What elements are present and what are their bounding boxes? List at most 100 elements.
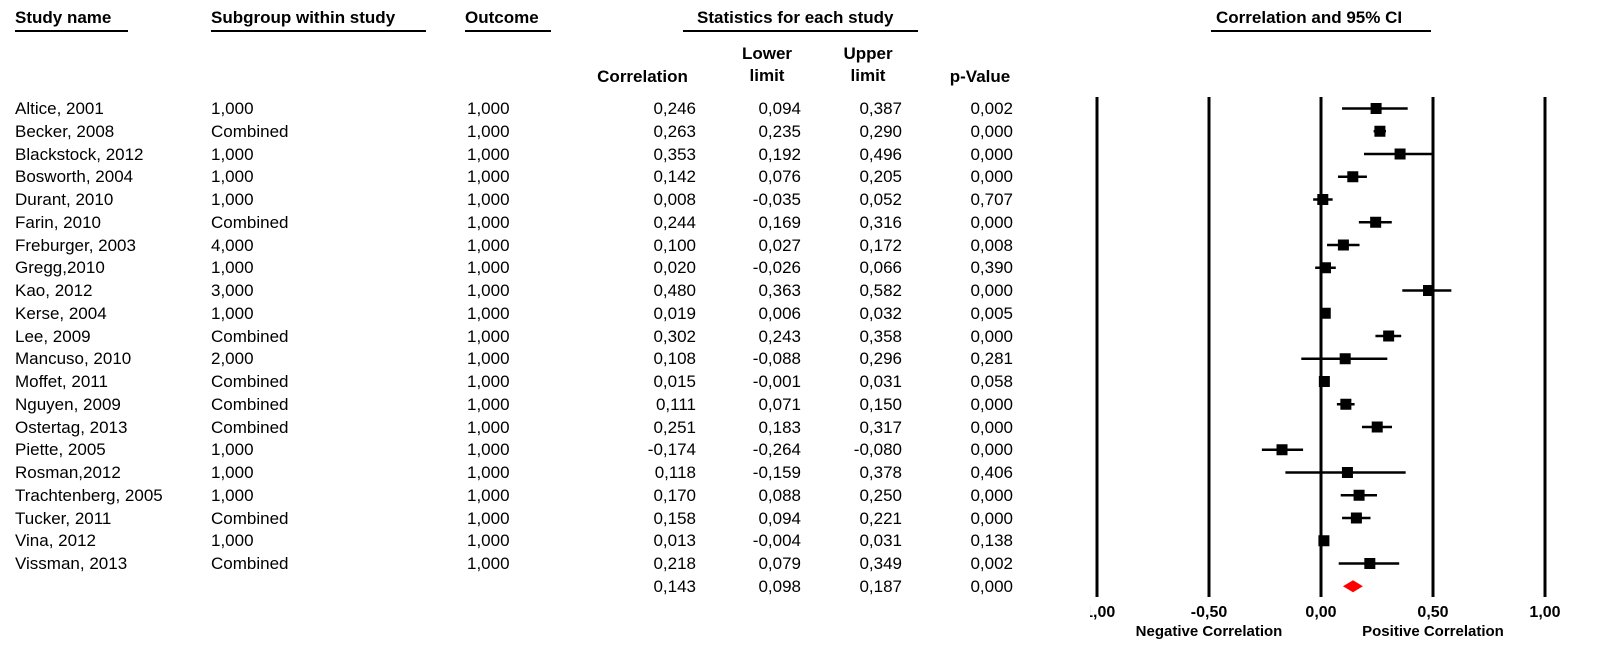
upper-limit-header-line2: limit [850, 66, 886, 85]
upper-limit-cell: 0,031 [859, 531, 902, 551]
outcome-cell: 1,000 [467, 326, 510, 346]
forest-plot: -1,00 -0,50 0,00 0,50 1,00 Negative Correlati… [1090, 97, 1561, 640]
upper-limit-cell: 0,358 [859, 326, 902, 346]
x-tick-label: 0,00 [1305, 604, 1336, 621]
correlation-cell: 0,353 [653, 144, 696, 164]
lower-limit-cell: 0,235 [758, 121, 801, 141]
study-name-cell: Vina, 2012 [15, 531, 96, 551]
p-value-cell: 0,000 [970, 167, 1013, 187]
point-marker [1423, 285, 1435, 296]
lower-limit-cell: -0,088 [752, 349, 801, 369]
upper-limit-cell: 0,378 [859, 463, 902, 482]
x-tick-label: -0,50 [1191, 604, 1228, 621]
study-name-cell: Piette, 2005 [15, 440, 106, 460]
correlation-cell: 0,142 [653, 167, 696, 187]
outcome-cell: 1,000 [467, 121, 510, 141]
p-value-cell: 0,000 [970, 212, 1013, 232]
correlation-cell: 0,118 [654, 463, 696, 482]
outcome-cell: 1,000 [467, 281, 510, 300]
lower-limit-header-line2: limit [749, 66, 785, 85]
subgroup-cell: Combined [211, 417, 289, 437]
p-value-cell: 0,000 [970, 326, 1013, 346]
point-marker [1341, 467, 1353, 478]
lower-limit-cell: -0,159 [752, 463, 801, 482]
subgroup-cell: Combined [211, 212, 289, 232]
upper-limit-column-header: Upper limit [823, 43, 913, 87]
lower-limit-cell: 0,027 [758, 235, 801, 255]
correlation-cell: 0,111 [655, 394, 696, 414]
correlation-cell: 0,263 [653, 121, 696, 141]
p-value-cell: 0,707 [970, 190, 1013, 209]
point-marker [1337, 239, 1349, 251]
outcome-cell: 1,000 [467, 485, 510, 505]
table-row: Moffet, 2011 Combined 1,000 0,015 -0,001 0,03… [0, 370, 1030, 393]
p-value-cell: 0,000 [970, 394, 1013, 414]
negative-correlation-label: Negative Correlation [1136, 623, 1283, 640]
table-row: Lee, 2009 Combined 1,000 0,302 0,243 0,358 0,0… [0, 325, 1030, 348]
table-row: Tucker, 2011 Combined 1,000 0,158 0,094 0,221… [0, 507, 1030, 530]
study-name-cell: Durant, 2010 [15, 190, 114, 209]
correlation-cell: 0,170 [653, 485, 696, 505]
statistics-header: Statistics for each study [697, 8, 894, 27]
lower-limit-cell: 0,006 [758, 303, 801, 323]
lower-limit-cell: 0,088 [758, 485, 801, 505]
point-marker [1340, 398, 1352, 410]
upper-limit-cell: 0,150 [859, 394, 902, 414]
x-tick-label: -1,00 [1090, 604, 1115, 621]
correlation-cell: 0,100 [653, 235, 696, 255]
subgroup-cell: 1,000 [211, 190, 254, 209]
subgroup-cell: 1,000 [211, 167, 254, 187]
correlation-ci-underline [1211, 30, 1431, 32]
outcome-header: Outcome [465, 8, 539, 27]
point-marker [1347, 171, 1359, 183]
study-name-cell: Becker, 2008 [15, 121, 115, 141]
p-value-cell: 0,000 [970, 508, 1013, 528]
study-name-cell: Nguyen, 2009 [15, 394, 121, 414]
point-marker [1394, 148, 1406, 160]
table-row: Durant, 2010 1,000 1,000 0,008 -0,035 0,052 0,… [0, 188, 1030, 211]
lower-limit-cell: 0,243 [758, 326, 801, 346]
p-value-cell: 0,002 [970, 554, 1013, 573]
outcome-cell: 1,000 [467, 440, 510, 460]
outcome-cell: 1,000 [467, 463, 510, 482]
upper-limit-cell: 0,290 [859, 121, 902, 141]
table-row: Trachtenberg, 2005 1,000 1,000 0,170 0,088 0,… [0, 484, 1030, 507]
outcome-cell: 1,000 [467, 508, 510, 528]
p-value-cell: 0,406 [970, 463, 1013, 482]
correlation-cell: 0,019 [653, 303, 696, 323]
summary-diamond [1342, 580, 1363, 593]
subgroup-underline [211, 30, 426, 32]
lower-limit-cell: 0,094 [758, 508, 801, 528]
study-name-cell: Mancuso, 2010 [15, 349, 132, 369]
outcome-cell: 1,000 [467, 349, 510, 369]
positive-correlation-label: Positive Correlation [1362, 623, 1504, 640]
outcome-cell: 1,000 [467, 394, 510, 414]
table-row: Freburger, 2003 4,000 1,000 0,100 0,027 0,172… [0, 234, 1030, 257]
correlation-cell: -0,174 [647, 440, 696, 460]
point-marker [1374, 125, 1386, 137]
correlation-cell: 0,218 [653, 554, 696, 573]
subgroup-cell: 4,000 [211, 235, 254, 255]
subgroup-cell: 1,000 [211, 531, 254, 551]
lower-limit-cell: 0,363 [758, 281, 801, 300]
outcome-cell: 1,000 [467, 372, 510, 391]
upper-limit-header-line1: Upper [843, 44, 893, 63]
study-name-header: Study name [15, 8, 112, 27]
table-row: Gregg,2010 1,000 1,000 0,020 -0,026 0,066 0,39… [0, 256, 1030, 279]
point-marker [1319, 307, 1331, 319]
upper-limit-cell: 0,250 [859, 485, 902, 505]
study-name-underline [15, 30, 128, 32]
correlation-cell: 0,108 [653, 349, 696, 369]
point-marker [1276, 444, 1288, 456]
correlation-cell: 0,251 [653, 417, 696, 437]
table-row: Mancuso, 2010 2,000 1,000 0,108 -0,088 0,296 0… [0, 347, 1030, 370]
upper-limit-cell: 0,205 [859, 167, 902, 187]
summary-p-value-cell: 0,000 [970, 576, 1013, 596]
upper-limit-cell: 0,221 [859, 508, 902, 528]
outcome-cell: 1,000 [467, 144, 510, 164]
point-marker [1319, 262, 1331, 274]
upper-limit-cell: 0,316 [859, 212, 902, 232]
lower-limit-column-header: Lower limit [722, 43, 812, 87]
study-name-cell: Trachtenberg, 2005 [15, 485, 163, 505]
correlation-cell: 0,244 [653, 212, 696, 232]
